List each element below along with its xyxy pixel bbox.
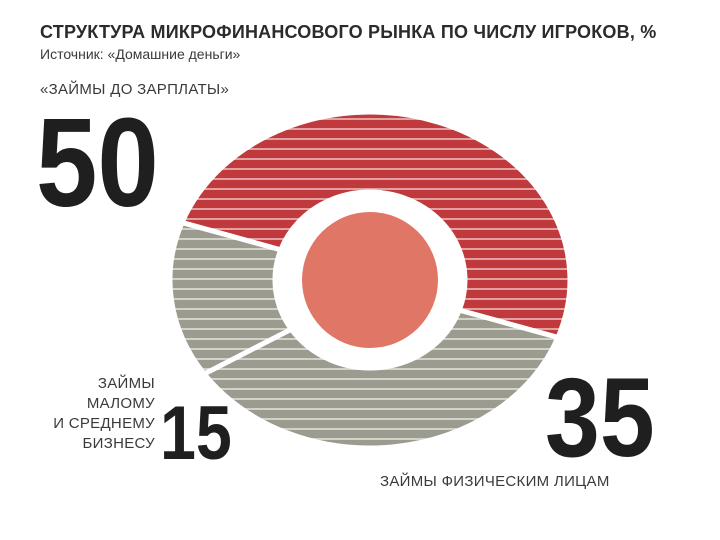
label-business-line-1: ЗАЙМЫ <box>97 375 155 392</box>
label-business-line-3: И СРЕДНЕМУ <box>53 415 155 432</box>
chart-title: СТРУКТУРА МИКРОФИНАНСОВОГО РЫНКА ПО ЧИСЛ… <box>40 22 657 42</box>
value-salary-loans: 50 <box>36 92 159 234</box>
chart-source: Источник: «Домашние деньги» <box>40 46 241 62</box>
donut-center-circle <box>302 212 438 348</box>
segment-business-loans <box>167 219 295 378</box>
label-business-loans: ЗАЙМЫ МАЛОМУ И СРЕДНЕМУ БИЗНЕСУ <box>53 374 155 454</box>
label-business-line-4: БИЗНЕСУ <box>82 435 155 452</box>
donut-segments <box>167 109 573 451</box>
label-business-line-2: МАЛОМУ <box>86 395 155 412</box>
segment-salary-loans <box>178 109 573 341</box>
value-business-loans: 15 <box>160 391 232 476</box>
label-salary-loans: «ЗАЙМЫ ДО ЗАРПЛАТЫ» <box>40 81 230 98</box>
segment-individual-loans <box>200 307 562 451</box>
value-individual-loans: 35 <box>545 355 655 480</box>
label-individual-loans: ЗАЙМЫ ФИЗИЧЕСКИМ ЛИЦАМ <box>380 473 610 490</box>
